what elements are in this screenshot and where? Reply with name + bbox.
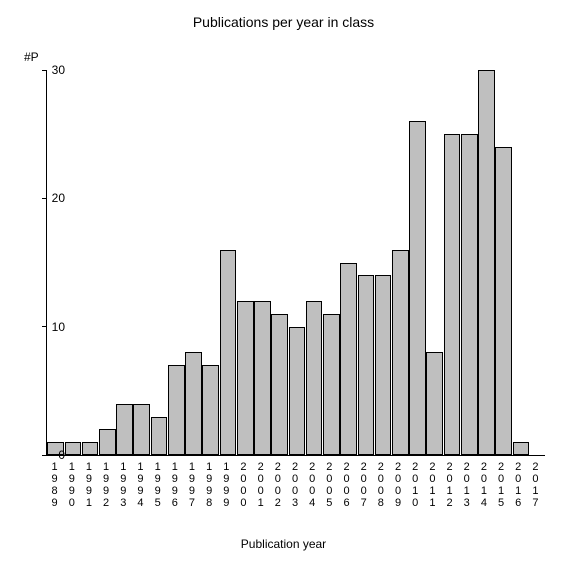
x-tick-label: 2010 [412,461,418,509]
x-tick-label: 2001 [258,461,264,509]
x-tick: 1994 [132,457,149,509]
bar [513,442,530,455]
x-tick: 2008 [372,457,389,509]
bar [65,442,82,455]
bar [375,275,392,455]
x-tick-label: 2015 [498,461,504,509]
bar [358,275,375,455]
bar [220,250,237,455]
bar [237,301,254,455]
x-tick-label: 2003 [292,461,298,509]
bar [461,134,478,455]
x-tick-label: 2014 [481,461,487,509]
x-tick-label: 1999 [223,461,229,509]
bar [151,417,168,456]
x-tick-label: 1997 [189,461,195,509]
x-tick: 1997 [183,457,200,509]
bar [116,404,133,455]
x-tick: 2003 [286,457,303,509]
y-tick-label: 30 [52,63,65,77]
bar [323,314,340,455]
bar [271,314,288,455]
x-tick-label: 2011 [429,461,435,509]
y-tick-label: 20 [52,191,65,205]
bar [495,147,512,455]
y-tick-mark [42,455,47,456]
bar [306,301,323,455]
x-tick-label: 1990 [69,461,75,509]
x-tick: 1999 [218,457,235,509]
plot-area [46,70,545,456]
y-tick-mark [42,198,47,199]
x-tick: 2014 [475,457,492,509]
x-tick-label: 2004 [309,461,315,509]
x-tick-label: 2000 [240,461,246,509]
bar [202,365,219,455]
bar [185,352,202,455]
x-tick: 1990 [63,457,80,509]
x-tick: 2000 [235,457,252,509]
x-tick: 2017 [527,457,544,509]
x-tick-label: 2002 [275,461,281,509]
bars-container [47,70,545,455]
x-tick-label: 2006 [343,461,349,509]
x-tick: 1989 [46,457,63,509]
x-tick: 2009 [389,457,406,509]
x-tick: 2006 [338,457,355,509]
x-tick: 2013 [458,457,475,509]
x-tick-label: 1989 [52,461,58,509]
x-axis-label: Publication year [0,537,567,551]
x-tick: 2005 [321,457,338,509]
bar [478,70,495,455]
y-tick-label: 10 [52,320,65,334]
x-tick-label: 1995 [155,461,161,509]
bar [99,429,116,455]
x-ticks: 1989 1990 1991 1992 1993 1994 1995 1996 1997 1998… [46,457,544,509]
x-tick: 2010 [407,457,424,509]
x-tick: 1992 [98,457,115,509]
x-tick-label: 2008 [378,461,384,509]
bar [289,327,306,455]
bar [409,121,426,455]
x-tick: 2016 [510,457,527,509]
y-tick-mark [42,326,47,327]
x-tick-label: 1993 [120,461,126,509]
x-tick-label: 2017 [532,461,538,509]
x-tick: 1993 [115,457,132,509]
x-tick-label: 1998 [206,461,212,509]
x-tick: 2002 [269,457,286,509]
bar [444,134,461,455]
publications-bar-chart: Publications per year in class #P 010203… [0,0,567,567]
x-tick-label: 1991 [86,461,92,509]
x-tick-label: 2005 [326,461,332,509]
x-tick-label: 2016 [515,461,521,509]
bar [340,263,357,456]
x-tick-label: 1992 [103,461,109,509]
bar [168,365,185,455]
x-tick: 1996 [166,457,183,509]
x-tick-label: 2009 [395,461,401,509]
y-axis-label: #P [24,50,39,64]
bar [254,301,271,455]
bar [82,442,99,455]
y-tick-mark [42,70,47,71]
x-tick: 2004 [304,457,321,509]
x-tick-label: 2012 [446,461,452,509]
x-tick-label: 2007 [361,461,367,509]
bar [392,250,409,455]
x-tick: 2012 [441,457,458,509]
x-tick: 2011 [424,457,441,509]
x-tick-label: 1996 [172,461,178,509]
x-tick: 2015 [492,457,509,509]
x-tick: 2007 [355,457,372,509]
x-tick: 1991 [80,457,97,509]
bar [426,352,443,455]
x-tick-label: 2013 [464,461,470,509]
x-tick: 2001 [252,457,269,509]
x-tick: 1998 [201,457,218,509]
bar [133,404,150,455]
x-tick: 1995 [149,457,166,509]
chart-title: Publications per year in class [0,14,567,30]
x-tick-label: 1994 [137,461,143,509]
